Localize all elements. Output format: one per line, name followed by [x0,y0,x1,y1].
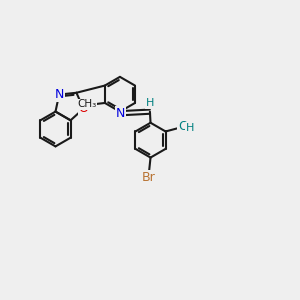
Text: H: H [185,123,194,133]
Text: N: N [54,88,64,101]
Text: O: O [178,120,188,133]
Text: O: O [79,102,88,115]
Text: H: H [146,98,154,108]
Text: Br: Br [142,172,156,184]
Text: N: N [116,107,125,120]
Text: CH₃: CH₃ [77,100,97,110]
